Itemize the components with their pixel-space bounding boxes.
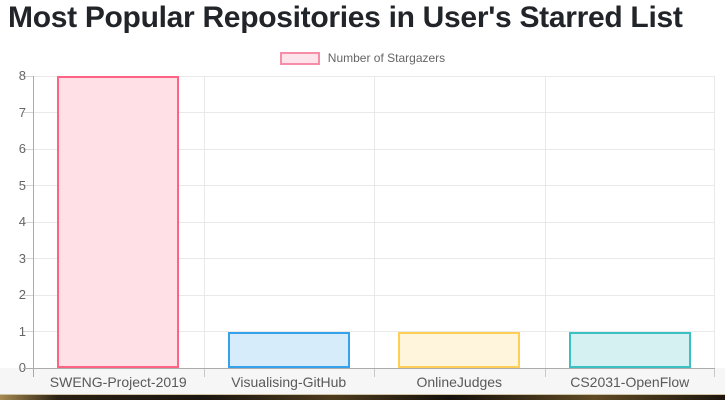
x-axis-line <box>23 368 715 369</box>
y-axis-tick <box>23 112 33 113</box>
desktop-edge-strip <box>0 394 725 400</box>
y-axis-label: 0 <box>0 360 26 376</box>
bar-sweng-project-2019[interactable] <box>57 76 180 368</box>
bar-onlinejudges[interactable] <box>398 331 521 368</box>
page-title: Most Popular Repositories in User's Star… <box>8 1 683 34</box>
x-gridline <box>374 76 375 368</box>
x-gridline <box>544 76 546 368</box>
y-axis-label: 1 <box>18 323 26 339</box>
y-axis-label: 7 <box>18 104 26 120</box>
x-axis-label: Visualising-GitHub <box>231 374 347 390</box>
y-axis-tick <box>23 75 33 77</box>
y-axis-label: 2 <box>18 287 26 302</box>
y-axis-tick <box>23 148 33 150</box>
y-axis-label: 6 <box>18 141 26 156</box>
legend-item-stargazers[interactable]: Number of Stargazers <box>279 51 446 65</box>
y-axis-tick <box>23 185 33 186</box>
y-axis-tick <box>23 331 33 332</box>
y-axis-label: 8 <box>18 68 26 83</box>
x-axis-tick <box>544 368 546 377</box>
y-axis-line <box>33 76 34 377</box>
x-axis-label: CS2031-OpenFlow <box>570 374 690 390</box>
y-axis-label: 5 <box>18 177 26 193</box>
bar-visualising-github[interactable] <box>227 331 350 368</box>
bar-cs2031-openflow[interactable] <box>568 331 691 368</box>
legend-swatch-icon <box>279 51 320 65</box>
y-axis-tick <box>23 294 33 296</box>
x-gridline <box>203 76 205 368</box>
y-axis-tick <box>23 258 33 259</box>
x-axis-band <box>0 368 725 394</box>
legend-label: Number of Stargazers <box>327 51 446 65</box>
x-axis-tick <box>714 368 715 377</box>
x-axis-label: SWENG-Project-2019 <box>49 374 187 390</box>
x-axis-label: OnlineJudges <box>416 374 503 390</box>
y-axis-label: 3 <box>18 250 26 266</box>
x-axis-tick <box>203 368 205 377</box>
y-axis-label: 4 <box>18 214 26 229</box>
y-axis-tick <box>23 221 33 223</box>
x-axis-tick <box>374 368 375 377</box>
x-gridline <box>714 76 715 368</box>
chart-legend: Number of Stargazers <box>0 50 725 66</box>
